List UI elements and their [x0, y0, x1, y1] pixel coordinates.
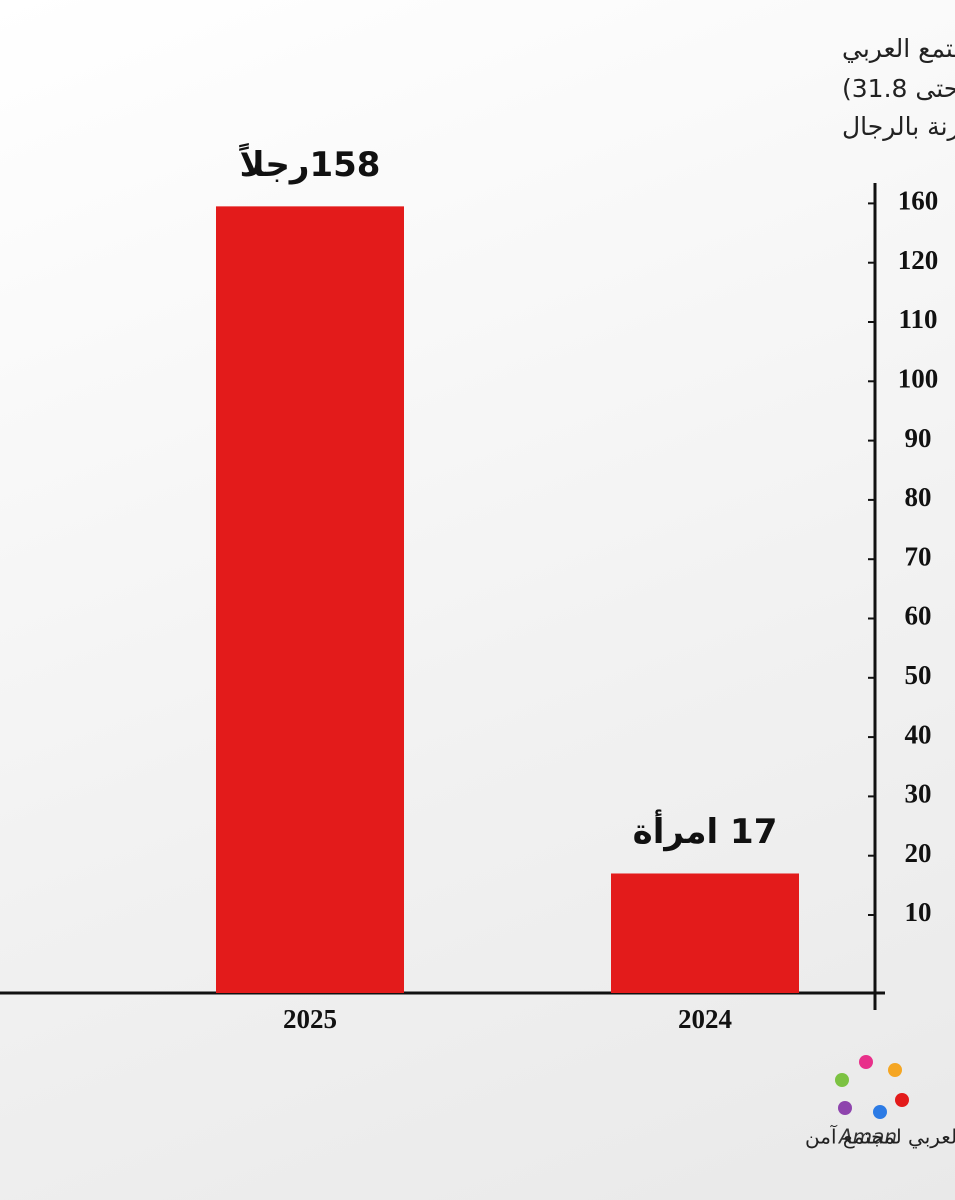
chart-title: أعداد النساء ضحايا العنف والجريمة في الم… — [842, 31, 955, 64]
y-tick-label: 50 — [905, 660, 932, 690]
y-tick-label: 100 — [898, 364, 939, 394]
bar — [611, 873, 799, 993]
y-tick-label: 60 — [905, 601, 932, 631]
source: مركز أمان - المركز العربي لمجتمع آمن — [805, 1124, 955, 1150]
y-tick-label: 160 — [898, 186, 939, 216]
logo — [835, 1055, 909, 1119]
bar — [216, 206, 404, 994]
chart-title: مقارنة بالرجال — [842, 112, 955, 141]
y-tick-label: 40 — [905, 719, 932, 749]
x-tick-label: 2025 — [283, 1004, 337, 1034]
y-tick-label: 10 — [905, 897, 932, 927]
y-tick-label: 20 — [905, 838, 932, 868]
value-label: 158رجلاً — [238, 142, 380, 185]
y-tick-label: 110 — [898, 304, 937, 334]
x-tick-label: 2024 — [678, 1004, 732, 1034]
logo-text: Aman — [837, 1125, 897, 1149]
y-tick-label: 30 — [905, 779, 932, 809]
y-tick-label: 90 — [905, 423, 932, 453]
chart-title: في إسرائيل خلال النصف الأوّل من العام 20… — [842, 72, 955, 104]
y-tick-label: 80 — [905, 482, 932, 512]
y-tick-label: 70 — [905, 541, 932, 571]
value-label: 17 امرأة — [633, 809, 778, 852]
y-tick-label: 120 — [898, 245, 939, 275]
